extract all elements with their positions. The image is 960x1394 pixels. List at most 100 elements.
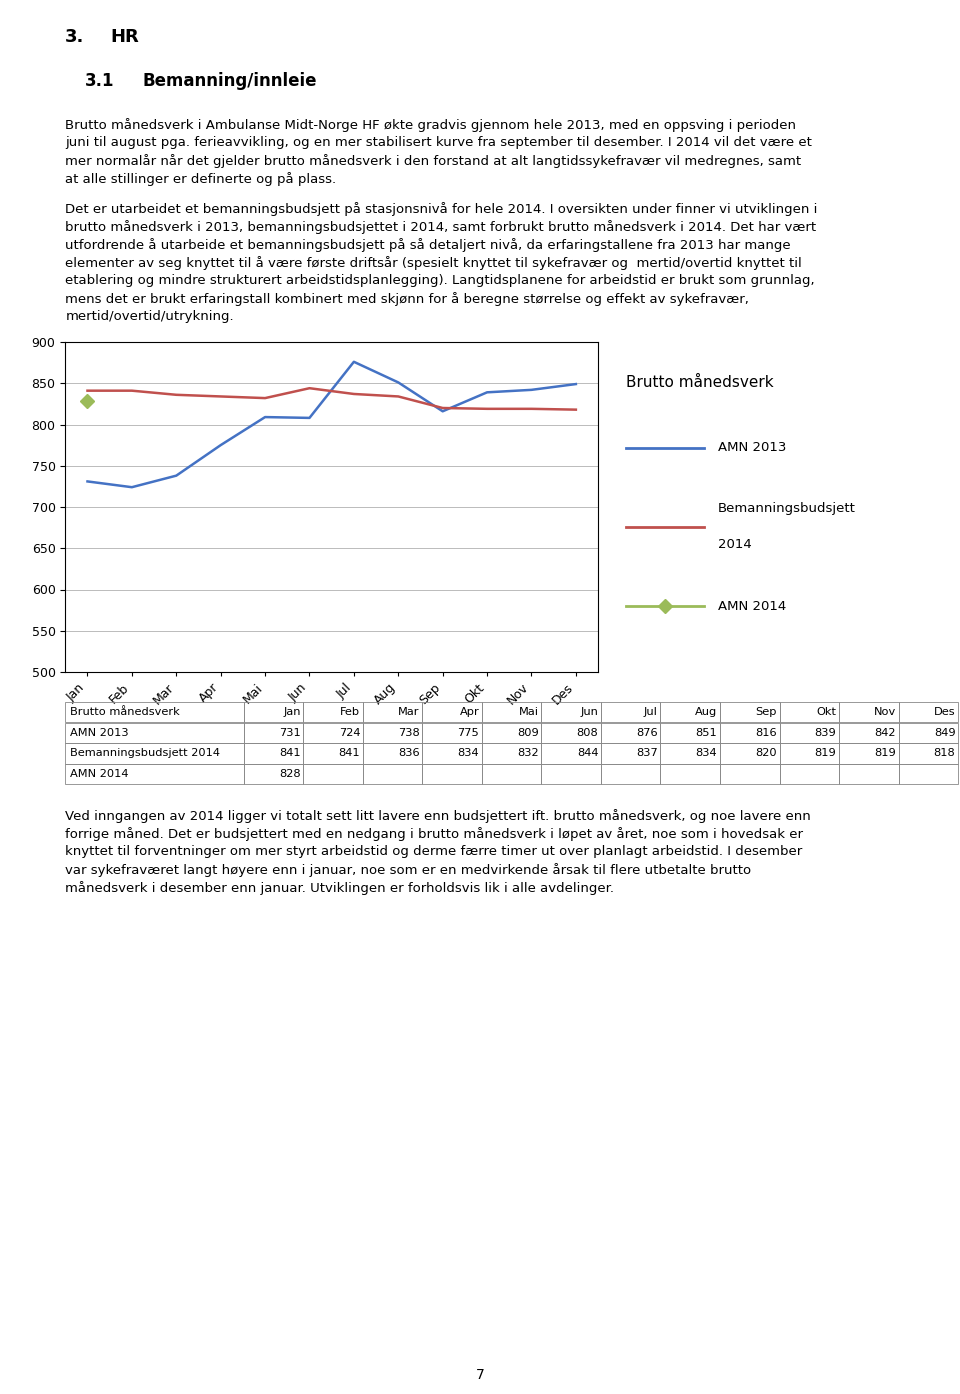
Bar xyxy=(839,703,899,722)
Bar xyxy=(482,722,541,743)
Bar xyxy=(601,722,660,743)
Text: 724: 724 xyxy=(339,728,360,737)
Text: Aug: Aug xyxy=(695,707,717,718)
Bar xyxy=(65,743,244,764)
Bar xyxy=(899,722,958,743)
Bar xyxy=(65,703,244,722)
Bar xyxy=(899,764,958,783)
Text: Det er utarbeidet et bemanningsbudsjett på stasjonsnivå for hele 2014. I oversik: Det er utarbeidet et bemanningsbudsjett … xyxy=(65,202,818,216)
Text: Okt: Okt xyxy=(816,707,836,718)
Text: Mai: Mai xyxy=(518,707,539,718)
Bar xyxy=(363,722,422,743)
Text: 876: 876 xyxy=(636,728,658,737)
Text: 851: 851 xyxy=(696,728,717,737)
Bar xyxy=(720,764,780,783)
Text: 828: 828 xyxy=(279,768,300,779)
Bar xyxy=(422,743,482,764)
Bar xyxy=(780,722,839,743)
Text: etablering og mindre strukturert arbeidstidsplanlegging). Langtidsplanene for ar: etablering og mindre strukturert arbeids… xyxy=(65,275,815,287)
Text: 816: 816 xyxy=(756,728,777,737)
Bar xyxy=(541,743,601,764)
Text: 832: 832 xyxy=(517,749,539,758)
Bar xyxy=(601,703,660,722)
Bar xyxy=(899,703,958,722)
Text: Bemanningsbudsjett 2014: Bemanningsbudsjett 2014 xyxy=(70,749,220,758)
Text: 818: 818 xyxy=(934,749,955,758)
Text: Bemanning/innleie: Bemanning/innleie xyxy=(142,72,317,91)
Bar xyxy=(482,743,541,764)
Bar xyxy=(303,703,363,722)
Bar xyxy=(482,764,541,783)
Text: 731: 731 xyxy=(279,728,300,737)
Bar xyxy=(660,743,720,764)
Text: 7: 7 xyxy=(475,1368,485,1381)
Text: var sykefraværet langt høyere enn i januar, noe som er en medvirkende årsak til : var sykefraværet langt høyere enn i janu… xyxy=(65,863,752,877)
Bar xyxy=(244,764,303,783)
Text: 842: 842 xyxy=(875,728,896,737)
Text: Jan: Jan xyxy=(283,707,300,718)
Text: AMN 2014: AMN 2014 xyxy=(717,599,786,612)
Text: Brutto månedsverk i Ambulanse Midt-Norge HF økte gradvis gjennom hele 2013, med : Brutto månedsverk i Ambulanse Midt-Norge… xyxy=(65,118,796,132)
Text: HR: HR xyxy=(110,28,139,46)
Bar xyxy=(363,743,422,764)
Text: brutto månedsverk i 2013, bemanningsbudsjettet i 2014, samt forbrukt brutto måne: brutto månedsverk i 2013, bemanningsbuds… xyxy=(65,220,816,234)
Text: Jun: Jun xyxy=(581,707,598,718)
Text: 834: 834 xyxy=(458,749,479,758)
Text: 844: 844 xyxy=(577,749,598,758)
Text: månedsverk i desember enn januar. Utviklingen er forholdsvis lik i alle avdeling: månedsverk i desember enn januar. Utvikl… xyxy=(65,881,614,895)
Text: AMN 2013: AMN 2013 xyxy=(717,441,786,454)
Text: Ved inngangen av 2014 ligger vi totalt sett litt lavere enn budsjettert ift. bru: Ved inngangen av 2014 ligger vi totalt s… xyxy=(65,809,811,822)
Bar xyxy=(244,743,303,764)
Text: 839: 839 xyxy=(815,728,836,737)
Bar xyxy=(244,703,303,722)
Text: knyttet til forventninger om mer styrt arbeidstid og derme færre timer ut over p: knyttet til forventninger om mer styrt a… xyxy=(65,845,803,857)
Text: elementer av seg knyttet til å være første driftsår (spesielt knyttet til sykefr: elementer av seg knyttet til å være førs… xyxy=(65,256,802,270)
Text: 837: 837 xyxy=(636,749,658,758)
Text: AMN 2014: AMN 2014 xyxy=(70,768,129,779)
Bar xyxy=(660,722,720,743)
Text: at alle stillinger er definerte og på plass.: at alle stillinger er definerte og på pl… xyxy=(65,171,336,185)
Text: 809: 809 xyxy=(517,728,539,737)
Text: mer normalår når det gjelder brutto månedsverk i den forstand at alt langtidssyk: mer normalår når det gjelder brutto måne… xyxy=(65,153,802,167)
Bar xyxy=(65,722,244,743)
Text: Bemanningsbudsjett: Bemanningsbudsjett xyxy=(717,502,855,516)
Text: 2014: 2014 xyxy=(717,538,752,552)
Bar xyxy=(780,743,839,764)
Text: 3.: 3. xyxy=(65,28,84,46)
Bar xyxy=(720,743,780,764)
Bar xyxy=(363,703,422,722)
Text: 808: 808 xyxy=(577,728,598,737)
Bar xyxy=(660,764,720,783)
Text: 820: 820 xyxy=(756,749,777,758)
Bar xyxy=(422,703,482,722)
Bar xyxy=(422,764,482,783)
Text: juni til august pga. ferieavvikling, og en mer stabilisert kurve fra september t: juni til august pga. ferieavvikling, og … xyxy=(65,137,812,149)
Text: Feb: Feb xyxy=(340,707,360,718)
Bar xyxy=(541,764,601,783)
Bar xyxy=(839,743,899,764)
Bar xyxy=(601,764,660,783)
Text: Jul: Jul xyxy=(644,707,658,718)
Text: 738: 738 xyxy=(398,728,420,737)
Text: Brutto månedsverk: Brutto månedsverk xyxy=(626,375,773,390)
Bar xyxy=(660,703,720,722)
Bar xyxy=(780,703,839,722)
Bar xyxy=(541,703,601,722)
Bar xyxy=(303,764,363,783)
Text: AMN 2013: AMN 2013 xyxy=(70,728,129,737)
Text: Brutto månedsverk: Brutto månedsverk xyxy=(70,707,180,718)
Text: Mar: Mar xyxy=(398,707,420,718)
Bar xyxy=(720,722,780,743)
Bar xyxy=(601,743,660,764)
Bar xyxy=(244,722,303,743)
Bar xyxy=(839,722,899,743)
Text: Des: Des xyxy=(934,707,955,718)
Text: Sep: Sep xyxy=(756,707,777,718)
Bar xyxy=(65,764,244,783)
Text: forrige måned. Det er budsjettert med en nedgang i brutto månedsverk i løpet av : forrige måned. Det er budsjettert med en… xyxy=(65,827,804,841)
Bar xyxy=(303,743,363,764)
Text: 775: 775 xyxy=(458,728,479,737)
Text: 841: 841 xyxy=(279,749,300,758)
Text: 849: 849 xyxy=(934,728,955,737)
Text: Nov: Nov xyxy=(874,707,896,718)
